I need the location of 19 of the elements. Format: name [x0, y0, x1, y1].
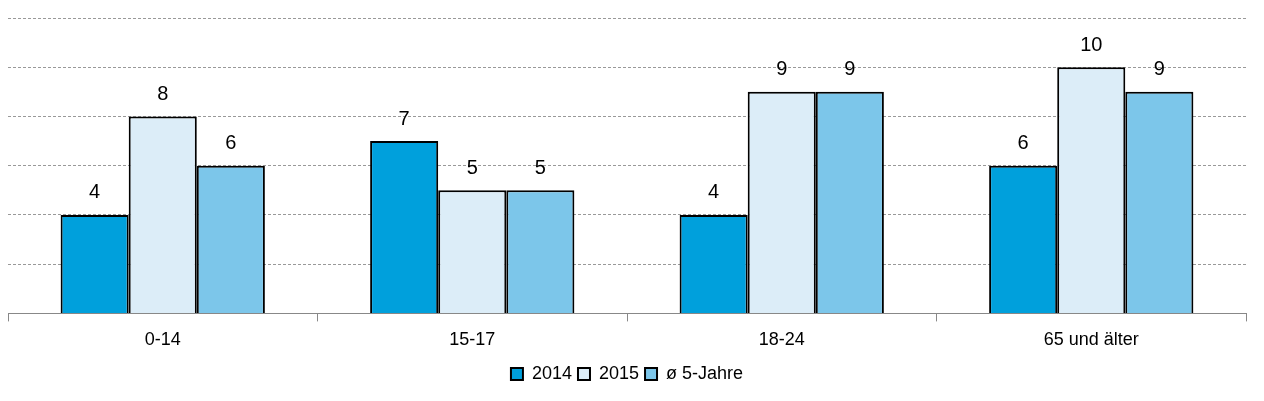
- x-tick-label: 65 und älter: [1043, 329, 1139, 350]
- x-tick-label: 15-17: [449, 329, 496, 350]
- data-label: 8: [157, 81, 169, 104]
- data-label: 9: [844, 57, 856, 80]
- data-label: 5: [534, 155, 546, 178]
- data-label: 9: [776, 57, 788, 80]
- data-label: 5: [466, 155, 478, 178]
- data-label: 4: [89, 180, 101, 203]
- data-label: 6: [1017, 131, 1029, 154]
- legend-label: 2015: [598, 362, 640, 383]
- data-label: 7: [398, 106, 410, 129]
- data-label: 6: [225, 131, 237, 154]
- x-tick-label: 18-24: [758, 329, 805, 350]
- data-label: 4: [708, 180, 720, 203]
- legend-label: 2014: [531, 362, 572, 383]
- x-tick-label: 0-14: [144, 329, 181, 350]
- data-label: 10: [1080, 32, 1103, 55]
- data-label: 9: [1153, 57, 1165, 80]
- legend-label: ø 5-Jahre: [666, 362, 744, 383]
